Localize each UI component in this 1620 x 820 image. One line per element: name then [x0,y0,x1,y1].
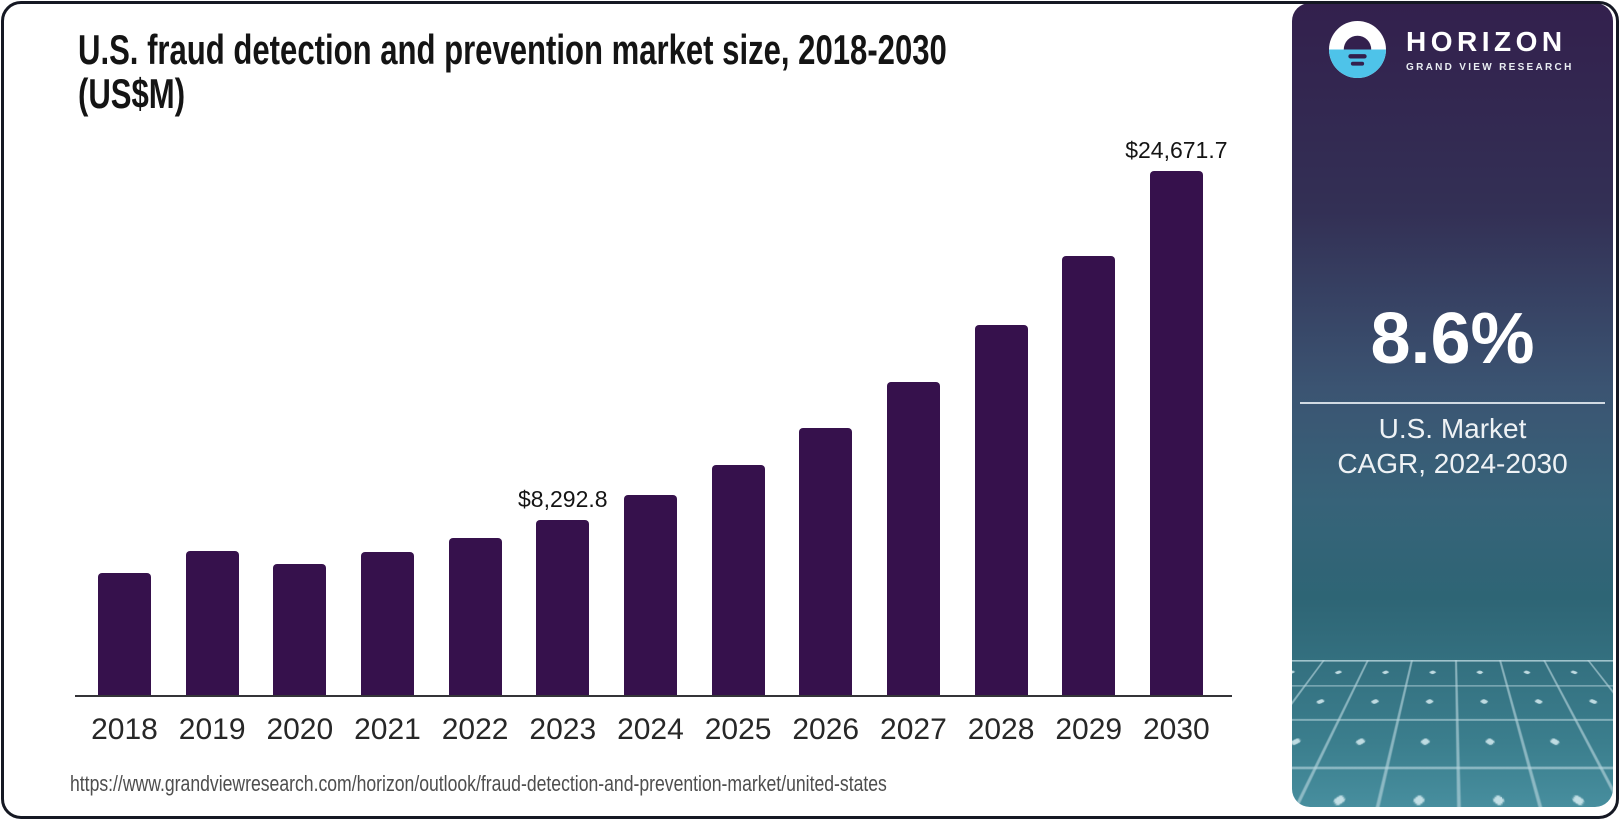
bar-slot: $8,292.8 2023 [518,171,608,746]
x-axis-label: 2026 [792,712,860,746]
bar-2029 [1062,256,1116,697]
bar-2025 [711,464,765,697]
bar-2026 [799,427,853,697]
bar-slot: 2019 [179,171,246,746]
bar-slot: 2026 [792,171,859,746]
bar-slot: 2018 [91,171,158,746]
bar-2024 [623,494,677,697]
bar-2023: $8,292.8 [518,486,608,697]
bar-2027 [886,382,940,697]
bar-2028 [974,325,1028,697]
brand-name: HORIZON [1406,25,1567,57]
x-axis-label: 2029 [1055,712,1123,746]
chart-title: U.S. fraud detection and prevention mark… [78,28,947,116]
x-axis-label: 2020 [266,712,334,746]
bar-value-label: $8,292.8 [518,486,608,513]
cagr-caption: U.S. Market CAGR, 2024-2030 [1292,411,1613,481]
brand-subtitle: GRAND VIEW RESEARCH [1406,61,1574,73]
bar-slot: 2028 [968,171,1034,746]
cagr-caption-line2: CAGR, 2024-2030 [1337,448,1568,479]
bar-slot: 2027 [880,171,947,746]
brand-wordmark: HORIZON GRAND VIEW RESEARCH [1406,25,1574,73]
bar-2020 [273,564,327,697]
bar-slot: 2024 [617,171,684,746]
brand-logo: HORIZON GRAND VIEW RESEARCH [1329,21,1574,78]
x-axis-label: 2030 [1143,712,1210,746]
bar-slot: 2025 [705,171,771,746]
x-axis-label: 2027 [880,712,947,746]
wireframe-mesh-graphic [1292,660,1613,807]
bar-chart: 2018 2019 2020 2021 2022 $8,292.8 2023 2024 2025… [91,137,1228,746]
stat-divider [1300,402,1605,404]
cagr-caption-line1: U.S. Market [1378,413,1527,444]
sidebar-panel: HORIZON GRAND VIEW RESEARCH 8.6% U.S. Ma… [1292,3,1613,807]
x-axis-label: 2022 [441,712,509,746]
x-axis-label: 2028 [967,712,1035,746]
chart-title-line1: U.S. fraud detection and prevention mark… [78,26,947,73]
x-axis-label: 2025 [704,712,772,746]
x-axis-line [75,695,1232,697]
cagr-value: 8.6% [1370,299,1535,379]
chart-title-line2: (US$M) [78,70,186,117]
bar-slot: 2022 [442,171,509,746]
x-axis-label: 2024 [617,712,684,746]
x-axis-label: 2023 [529,712,597,746]
x-axis-label: 2019 [178,712,246,746]
bar-slot: 2029 [1055,171,1122,746]
bar-slot: 2021 [354,171,421,746]
x-axis-label: 2021 [354,712,421,746]
bar-value-label: $24,671.7 [1125,136,1228,163]
bar-slot: 2020 [266,171,333,746]
bar-2022 [448,537,502,697]
bar-2019 [185,551,239,697]
bar-2018 [98,572,151,697]
bar-slot: $24,671.7 2030 [1125,137,1228,746]
mesh-horizon-line [1292,660,1613,662]
bar-2030: $24,671.7 [1125,137,1228,697]
bar-2021 [360,551,414,697]
horizon-logo-icon [1329,21,1386,78]
x-axis-label: 2018 [91,712,158,746]
source-url: https://www.grandviewresearch.com/horizo… [70,771,887,796]
